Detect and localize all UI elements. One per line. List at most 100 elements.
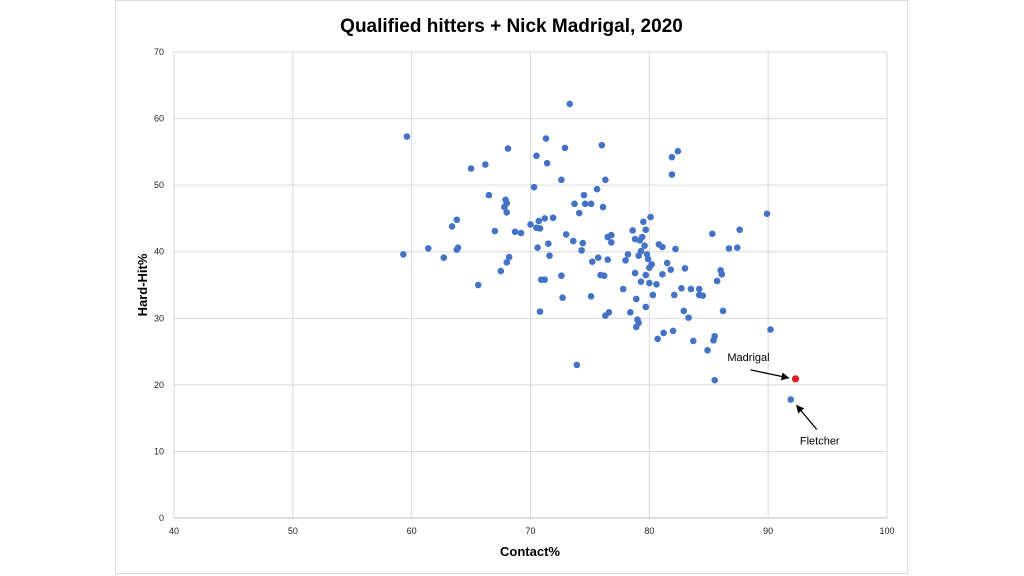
x-tick-label: 90 [763, 526, 773, 536]
x-tick-label: 60 [407, 526, 417, 536]
data-point [546, 252, 553, 260]
data-point [558, 176, 565, 184]
data-point [704, 346, 711, 354]
y-tick-label: 20 [154, 380, 164, 390]
x-tick-label: 40 [169, 526, 179, 536]
data-point [637, 278, 645, 285]
data-point [640, 218, 647, 226]
data-point [543, 159, 551, 167]
data-point [602, 176, 609, 184]
data-point [787, 396, 795, 403]
y-tick-label: 0 [159, 513, 164, 523]
data-point [579, 239, 587, 247]
data-point [605, 308, 613, 316]
data-point [559, 294, 566, 301]
data-point [535, 217, 543, 225]
annotation-arrow [750, 369, 790, 381]
data-point [474, 281, 482, 289]
data-point [608, 239, 615, 246]
data-point [503, 199, 511, 207]
data-point [685, 314, 692, 321]
annotation-arrow [796, 404, 818, 430]
data-point [668, 171, 676, 178]
data-point [604, 256, 612, 264]
data-point [642, 303, 650, 311]
data-point [485, 191, 493, 199]
data-point [660, 329, 667, 337]
data-point [533, 152, 540, 160]
data-point [558, 272, 565, 279]
y-tick-label: 60 [154, 114, 164, 124]
data-point [641, 242, 648, 250]
data-point [631, 269, 639, 277]
data-point [598, 141, 606, 149]
data-point [649, 291, 657, 299]
annotation-label: Madrigal [727, 352, 769, 364]
data-point [736, 226, 743, 234]
y-tick-label: 30 [154, 313, 164, 323]
data-point [627, 308, 634, 316]
data-point [467, 165, 475, 172]
data-point [642, 226, 650, 234]
data-point [599, 203, 607, 211]
data-point [425, 245, 432, 252]
data-point [654, 335, 661, 343]
data-point [594, 254, 602, 262]
x-tick-label: 100 [879, 526, 894, 536]
data-point [497, 267, 505, 275]
data-point [403, 133, 411, 140]
data-point [668, 153, 676, 161]
data-point [632, 295, 640, 303]
data-point [622, 257, 629, 264]
data-point [638, 233, 646, 241]
data-point [711, 332, 718, 340]
data-point [575, 209, 583, 217]
data-point [670, 291, 678, 299]
data-point [578, 247, 585, 254]
data-point [733, 244, 741, 252]
data-point [549, 214, 557, 222]
x-tick-label: 70 [525, 526, 535, 536]
data-points [400, 100, 800, 403]
data-point [534, 244, 541, 252]
tick-labels: 0 10 20 30 40 50 60 70 40 50 60 70 80 90 100 [154, 47, 895, 536]
data-point [491, 227, 499, 235]
data-point [669, 327, 677, 335]
y-tick-label: 10 [154, 446, 164, 456]
data-point [699, 292, 707, 299]
gridlines [173, 51, 888, 519]
data-point [637, 247, 645, 255]
data-point [400, 251, 407, 258]
data-point [695, 285, 703, 293]
y-tick-label: 70 [154, 47, 164, 57]
data-point [536, 225, 544, 232]
data-point [503, 259, 511, 266]
data-point [505, 253, 513, 261]
data-point [587, 200, 595, 208]
data-point [440, 254, 448, 262]
annotations: Madrigal Fletcher [727, 352, 840, 448]
data-point [573, 361, 581, 369]
data-point [667, 266, 675, 273]
highlight-point [791, 375, 800, 383]
data-point [566, 100, 574, 108]
data-point [718, 271, 726, 278]
data-point [725, 245, 733, 252]
data-point [571, 200, 578, 208]
data-point [588, 258, 596, 266]
x-axis-title: Contact% [500, 544, 560, 559]
y-tick-label: 40 [154, 247, 164, 257]
data-point [569, 237, 577, 245]
data-point [644, 255, 652, 263]
data-point [672, 245, 679, 253]
data-point [646, 279, 653, 287]
data-point [580, 191, 588, 199]
data-point [681, 265, 689, 272]
data-point [653, 281, 660, 288]
data-point [709, 230, 716, 238]
data-point [541, 276, 549, 283]
annotation-label: Fletcher [800, 436, 840, 448]
data-point [659, 243, 666, 251]
data-point [545, 240, 552, 248]
